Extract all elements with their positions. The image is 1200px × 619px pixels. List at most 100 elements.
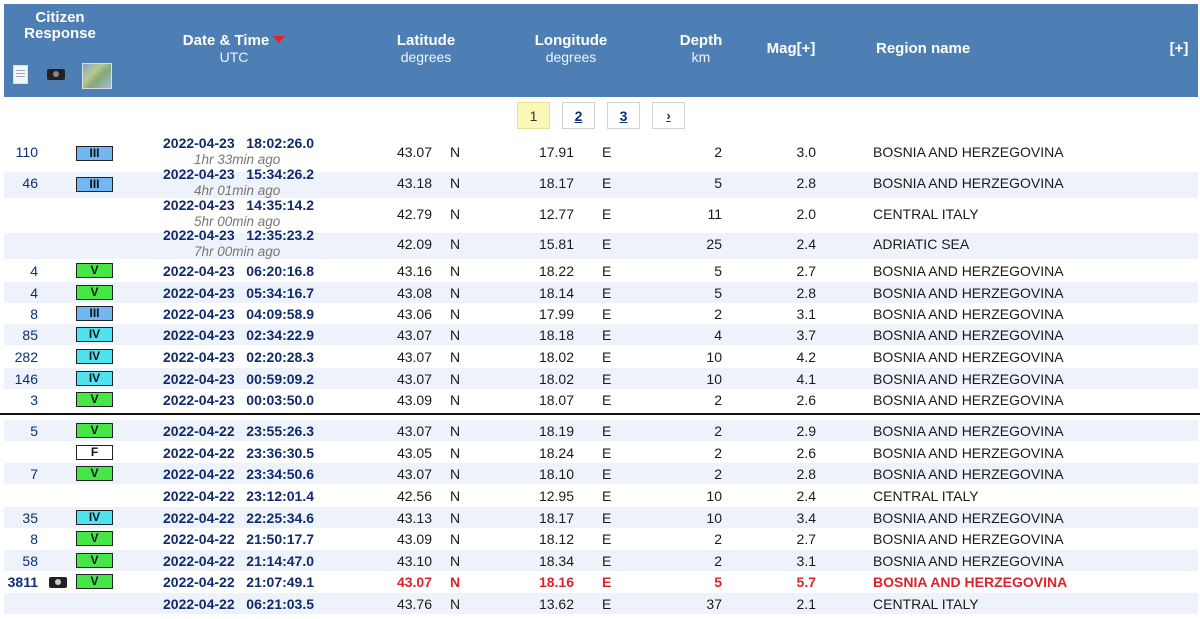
event-datetime-link[interactable]: 2022-04-22 22:25:34.6 bbox=[163, 510, 314, 526]
felt-report-count[interactable]: 8 bbox=[30, 531, 38, 547]
region-name[interactable]: CENTRAL ITALY bbox=[873, 206, 979, 222]
table-row[interactable]: 46 III 2022-04-23 15:34:26.2 4hr 01min ago 4… bbox=[4, 166, 1198, 198]
event-datetime-link[interactable]: 2022-04-22 23:12:01.4 bbox=[163, 488, 314, 504]
intensity-badge[interactable]: IV bbox=[76, 327, 113, 342]
felt-report-count[interactable]: 58 bbox=[22, 553, 38, 569]
table-row[interactable]: F 2022-04-22 23:36:30.5 43.05 N 18.24 E 2 2.6 BO… bbox=[4, 442, 1198, 463]
event-datetime-link[interactable]: 2022-04-22 23:36:30.5 bbox=[163, 445, 314, 461]
table-row[interactable]: 58 V 2022-04-22 21:14:47.0 43.10 N 18.34 E 2 3.1… bbox=[4, 550, 1198, 571]
felt-report-count[interactable]: 110 bbox=[15, 144, 38, 160]
felt-report-count[interactable]: 5 bbox=[30, 423, 38, 439]
region-name[interactable]: BOSNIA AND HERZEGOVINA bbox=[873, 175, 1064, 191]
region-name[interactable]: ADRIATIC SEA bbox=[873, 236, 970, 252]
region-name[interactable]: BOSNIA AND HERZEGOVINA bbox=[873, 466, 1064, 482]
sort-desc-icon[interactable] bbox=[273, 36, 286, 44]
table-row[interactable]: 146 IV 2022-04-23 00:59:09.2 43.07 N 18.02 E 10… bbox=[4, 368, 1198, 389]
intensity-badge[interactable]: III bbox=[76, 146, 113, 161]
table-row[interactable]: 5 V 2022-04-22 23:55:26.3 43.07 N 18.19 E 2 2.9 B… bbox=[4, 420, 1198, 441]
intensity-badge[interactable]: IV bbox=[76, 371, 113, 386]
event-datetime-link[interactable]: 2022-04-22 21:14:47.0 bbox=[163, 553, 314, 569]
intensity-badge[interactable]: V bbox=[76, 531, 113, 546]
felt-report-count[interactable]: 3 bbox=[30, 392, 38, 408]
event-datetime-link[interactable]: 2022-04-23 00:03:50.0 bbox=[163, 392, 314, 408]
table-row[interactable]: 7 V 2022-04-22 23:34:50.6 43.07 N 18.10 E 2 2.8 B… bbox=[4, 463, 1198, 484]
region-name[interactable]: BOSNIA AND HERZEGOVINA bbox=[873, 371, 1064, 387]
region-name[interactable]: BOSNIA AND HERZEGOVINA bbox=[873, 531, 1064, 547]
event-datetime-link[interactable]: 2022-04-23 18:02:26.0 bbox=[163, 135, 314, 151]
event-datetime-link[interactable]: 2022-04-22 21:07:49.1 bbox=[163, 574, 314, 590]
table-row[interactable]: 2022-04-22 06:21:03.5 43.76 N 13.62 E 37 2.1 CE… bbox=[4, 593, 1198, 614]
table-row[interactable]: 4 V 2022-04-23 05:34:16.7 43.08 N 18.14 E 5 2.8 B… bbox=[4, 282, 1198, 303]
intensity-badge[interactable]: V bbox=[76, 423, 113, 438]
next-page-button[interactable]: › bbox=[652, 102, 685, 129]
event-datetime-link[interactable]: 2022-04-23 02:34:22.9 bbox=[163, 327, 314, 343]
table-row[interactable]: 4 V 2022-04-23 06:20:16.8 43.16 N 18.22 E 5 2.7 B… bbox=[4, 260, 1198, 281]
table-row[interactable]: 3811 V 2022-04-22 21:07:49.1 43.07 N 18.16 E 5 5… bbox=[4, 571, 1198, 592]
page-3-button[interactable]: 3 bbox=[607, 102, 640, 129]
event-datetime-link[interactable]: 2022-04-23 12:35:23.2 bbox=[163, 227, 314, 243]
datetime-header[interactable]: Date & Time UTC bbox=[164, 33, 304, 65]
camera-icon[interactable] bbox=[47, 69, 65, 80]
expand-columns-button[interactable]: [+] bbox=[1164, 41, 1194, 57]
felt-report-count[interactable]: 46 bbox=[22, 175, 38, 191]
event-datetime-link[interactable]: 2022-04-22 21:50:17.7 bbox=[163, 531, 314, 547]
felt-report-count[interactable]: 8 bbox=[30, 306, 38, 322]
felt-report-count[interactable]: 7 bbox=[30, 466, 38, 482]
longitude-header[interactable]: Longitude degrees bbox=[516, 33, 626, 66]
table-row[interactable]: 8 III 2022-04-23 04:09:58.9 43.06 N 17.99 E 2 3.… bbox=[4, 303, 1198, 324]
magnitude-header[interactable]: Mag[+] bbox=[756, 41, 826, 57]
region-name[interactable]: BOSNIA AND HERZEGOVINA bbox=[873, 392, 1064, 408]
region-name[interactable]: BOSNIA AND HERZEGOVINA bbox=[873, 423, 1064, 439]
citizen-response-header[interactable]: Citizen Response bbox=[14, 10, 106, 42]
felt-report-count[interactable]: 3811 bbox=[7, 574, 38, 590]
intensity-badge[interactable]: V bbox=[76, 392, 113, 407]
table-row[interactable]: 3 V 2022-04-23 00:03:50.0 43.09 N 18.07 E 2 2.6 B… bbox=[4, 389, 1198, 410]
region-name[interactable]: CENTRAL ITALY bbox=[873, 596, 979, 612]
photo-icon[interactable] bbox=[49, 574, 67, 588]
intensity-badge[interactable]: V bbox=[76, 466, 113, 481]
page-1-button[interactable]: 1 bbox=[517, 102, 550, 129]
event-datetime-link[interactable]: 2022-04-22 23:34:50.6 bbox=[163, 466, 314, 482]
intensity-badge[interactable]: V bbox=[76, 553, 113, 568]
event-datetime-link[interactable]: 2022-04-23 06:20:16.8 bbox=[163, 263, 314, 279]
event-datetime-link[interactable]: 2022-04-22 06:21:03.5 bbox=[163, 596, 314, 612]
intensity-badge[interactable]: IV bbox=[76, 349, 113, 364]
event-datetime-link[interactable]: 2022-04-22 23:55:26.3 bbox=[163, 423, 314, 439]
region-name[interactable]: BOSNIA AND HERZEGOVINA bbox=[873, 553, 1064, 569]
region-header[interactable]: Region name bbox=[876, 41, 986, 57]
region-name[interactable]: BOSNIA AND HERZEGOVINA bbox=[873, 510, 1064, 526]
table-row[interactable]: 8 V 2022-04-22 21:50:17.7 43.09 N 18.12 E 2 2.7 B… bbox=[4, 528, 1198, 549]
event-datetime-link[interactable]: 2022-04-23 14:35:14.2 bbox=[163, 197, 314, 213]
table-row[interactable]: 110 III 2022-04-23 18:02:26.0 1hr 33min ago… bbox=[4, 135, 1198, 167]
region-name[interactable]: BOSNIA AND HERZEGOVINA bbox=[873, 306, 1064, 322]
region-name[interactable]: BOSNIA AND HERZEGOVINA bbox=[873, 263, 1064, 279]
region-name[interactable]: BOSNIA AND HERZEGOVINA bbox=[873, 445, 1064, 461]
map-icon[interactable] bbox=[82, 63, 112, 89]
intensity-badge[interactable]: V bbox=[76, 263, 113, 278]
table-row[interactable]: 282 IV 2022-04-23 02:20:28.3 43.07 N 18.02 E 10… bbox=[4, 346, 1198, 367]
table-row[interactable]: 2022-04-23 14:35:14.2 5hr 00min ago 42.79 N… bbox=[4, 197, 1198, 229]
intensity-badge[interactable]: V bbox=[76, 285, 113, 300]
table-row[interactable]: 35 IV 2022-04-22 22:25:34.6 43.13 N 18.17 E 10 3… bbox=[4, 507, 1198, 528]
event-datetime-link[interactable]: 2022-04-23 02:20:28.3 bbox=[163, 349, 314, 365]
region-name[interactable]: BOSNIA AND HERZEGOVINA bbox=[873, 349, 1064, 365]
intensity-badge[interactable]: III bbox=[76, 177, 113, 192]
intensity-badge[interactable]: IV bbox=[76, 510, 113, 525]
table-row[interactable]: 85 IV 2022-04-23 02:34:22.9 43.07 N 18.18 E 4 3.… bbox=[4, 324, 1198, 345]
region-name[interactable]: BOSNIA AND HERZEGOVINA bbox=[873, 327, 1064, 343]
latitude-header[interactable]: Latitude degrees bbox=[376, 33, 476, 66]
event-datetime-link[interactable]: 2022-04-23 15:34:26.2 bbox=[163, 166, 314, 182]
felt-report-count[interactable]: 146 bbox=[14, 371, 38, 387]
region-name[interactable]: BOSNIA AND HERZEGOVINA bbox=[873, 285, 1064, 301]
document-icon[interactable] bbox=[13, 65, 28, 84]
intensity-badge[interactable]: F bbox=[76, 445, 113, 460]
table-row[interactable]: 2022-04-23 12:35:23.2 7hr 00min ago 42.09 N… bbox=[4, 227, 1198, 259]
event-datetime-link[interactable]: 2022-04-23 05:34:16.7 bbox=[163, 285, 314, 301]
event-datetime-link[interactable]: 2022-04-23 00:59:09.2 bbox=[163, 371, 314, 387]
felt-report-count[interactable]: 4 bbox=[30, 285, 38, 301]
event-datetime-link[interactable]: 2022-04-23 04:09:58.9 bbox=[163, 306, 314, 322]
intensity-badge[interactable]: III bbox=[76, 306, 113, 321]
felt-report-count[interactable]: 35 bbox=[22, 510, 38, 526]
region-name[interactable]: BOSNIA AND HERZEGOVINA bbox=[873, 144, 1064, 160]
felt-report-count[interactable]: 85 bbox=[22, 327, 38, 343]
